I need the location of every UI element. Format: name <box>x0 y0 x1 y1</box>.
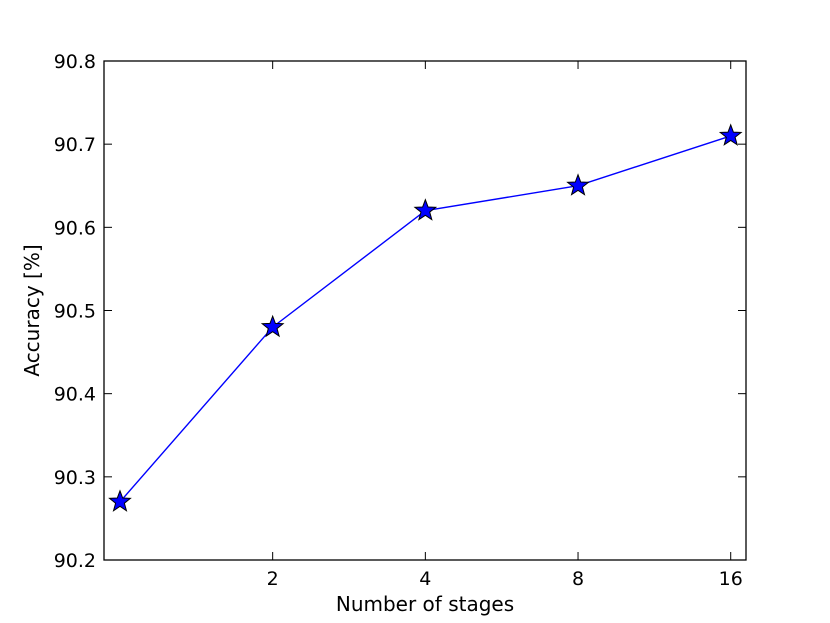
plot-frame <box>103 60 747 561</box>
y-tick-label: 90.7 <box>54 134 96 156</box>
x-tick-label: 16 <box>719 568 743 590</box>
y-tick-label: 90.2 <box>54 550 96 572</box>
data-point-star <box>108 489 132 512</box>
series-layer <box>108 123 743 512</box>
x-tick-label: 2 <box>267 568 279 590</box>
x-tick-label: 4 <box>419 568 431 590</box>
data-point-star <box>566 173 590 196</box>
series-line <box>119 135 731 503</box>
ticks-layer: 90.2 90.3 90.4 90.5 90.6 90.7 90.8 2 4 8 16 <box>54 51 746 590</box>
y-tick-label: 90.4 <box>54 384 96 406</box>
x-axis-title: Number of stages <box>336 592 514 616</box>
y-tick-label: 90.3 <box>54 467 96 489</box>
y-tick-label: 90.5 <box>54 301 96 323</box>
y-tick-label: 90.6 <box>54 217 96 239</box>
y-tick-label: 90.8 <box>54 51 96 73</box>
y-axis-title: Accuracy [%] <box>20 244 44 376</box>
data-point-star <box>260 314 285 338</box>
data-point-star <box>413 198 438 221</box>
data-point-star <box>718 123 743 146</box>
x-tick-label: 8 <box>572 568 584 590</box>
